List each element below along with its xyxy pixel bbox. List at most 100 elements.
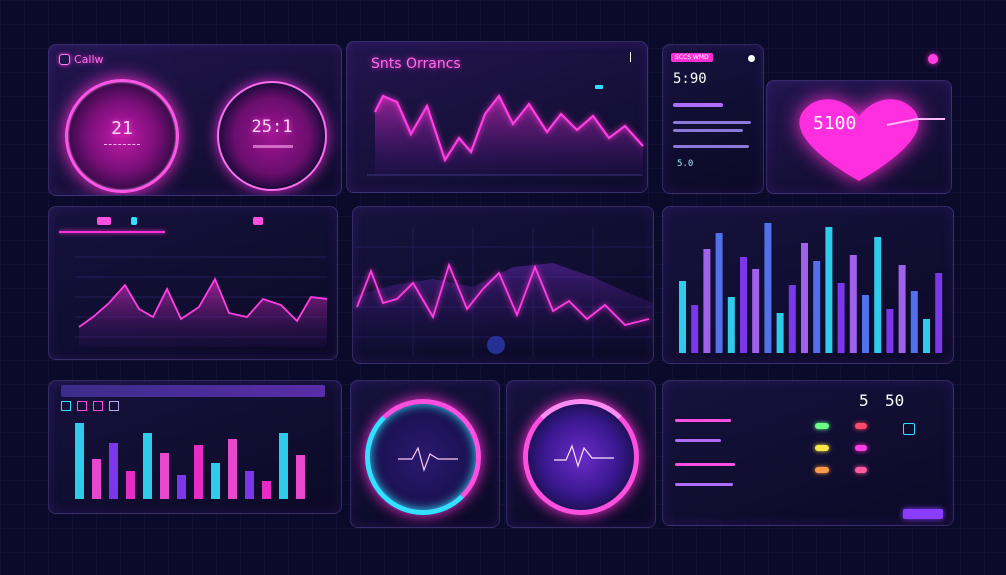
bar — [262, 481, 271, 499]
stats-big-value: 5:90 — [673, 71, 707, 87]
status-panel: 5 50 — [662, 380, 954, 526]
check-icon[interactable] — [903, 423, 915, 435]
ring-panel-1 — [350, 380, 500, 528]
logo-icon — [59, 54, 70, 65]
bar — [211, 463, 220, 499]
stats-row-1 — [673, 103, 723, 107]
gauge-left: 21 — [65, 79, 179, 193]
mid-center-line — [356, 262, 650, 326]
bar — [679, 281, 686, 353]
settings-icon[interactable] — [109, 401, 119, 411]
bottom-left-icon-row — [61, 401, 119, 411]
stats-tag: SCCS WMD — [671, 53, 713, 62]
mid-center-marker — [487, 336, 505, 354]
toggle-yellow[interactable] — [815, 445, 829, 451]
mid-left-progress — [59, 231, 165, 233]
toggle-red[interactable] — [855, 423, 867, 429]
stats-row-4 — [673, 145, 749, 148]
stats-bottom-value: 5.0 — [677, 159, 694, 169]
top-line-area — [375, 96, 643, 174]
legend-swatch — [595, 85, 603, 89]
record-icon[interactable] — [748, 55, 755, 62]
bottom-left-bar-panel — [48, 380, 342, 514]
bar — [126, 471, 135, 499]
mid-left-chart-panel — [48, 206, 338, 360]
bar — [752, 269, 760, 353]
mid-center-line-chart — [353, 227, 653, 357]
mid-center-chart-panel — [352, 206, 654, 364]
gauge-left-value: 21 — [111, 118, 133, 139]
heart-panel: 5100 — [766, 80, 952, 194]
bar — [910, 291, 918, 353]
filter-icon[interactable] — [61, 401, 71, 411]
gauge-right-caption — [253, 145, 293, 148]
mid-right-bar-chart — [679, 223, 943, 353]
ring-gauge-2-pulse — [554, 444, 614, 468]
status-row-1 — [675, 419, 731, 422]
bar — [825, 227, 833, 353]
mid-center-area — [353, 263, 653, 347]
bar — [813, 261, 821, 353]
bar — [279, 433, 288, 499]
top-chart-title: Snts Orrancs — [371, 56, 461, 72]
bar — [245, 471, 254, 499]
status-value-b: 50 — [885, 391, 905, 410]
bar — [776, 313, 784, 353]
bar — [764, 223, 772, 353]
stats-row-2 — [673, 121, 751, 124]
share-icon[interactable] — [630, 52, 637, 62]
ring-gauge-2 — [523, 399, 639, 515]
status-value-a: 5 — [859, 391, 869, 410]
bar — [849, 255, 857, 353]
gauge-right-value: 25:1 — [251, 117, 293, 137]
mid-left-area-chart — [75, 256, 328, 347]
bar — [160, 453, 169, 499]
bar — [143, 433, 152, 499]
mid-left-line — [78, 276, 328, 328]
bar — [228, 439, 237, 499]
bottom-left-bar-chart — [75, 423, 305, 499]
bar — [727, 297, 735, 353]
stats-row-3 — [673, 129, 743, 132]
bar — [75, 423, 84, 499]
heart-value: 5100 — [813, 113, 857, 134]
status-row-4 — [675, 483, 733, 486]
toolbar-chip-2 — [131, 217, 137, 225]
gauges-panel: Callw 21 25:1 — [48, 44, 342, 196]
status-row-3 — [675, 463, 735, 466]
bar — [296, 455, 305, 499]
gauge-left-ticks — [104, 144, 140, 157]
toolbar-chip-3 — [253, 217, 263, 225]
bar — [862, 295, 869, 353]
bar — [801, 243, 808, 353]
status-row-2 — [675, 439, 721, 442]
top-line-chart-panel: Snts Orrancs — [346, 41, 648, 193]
logo: Callw — [59, 53, 104, 66]
toggle-green[interactable] — [815, 423, 829, 429]
bar — [92, 459, 101, 499]
bar — [923, 319, 930, 353]
grid-icon[interactable] — [77, 401, 87, 411]
stats-list-panel: SCCS WMD 5:90 5.0 — [662, 44, 764, 194]
bar — [194, 445, 203, 499]
bar — [898, 265, 906, 353]
bar — [715, 233, 723, 353]
indicator-dot[interactable] — [928, 54, 938, 64]
toggle-magenta[interactable] — [855, 445, 867, 451]
mid-right-bar-panel — [662, 206, 954, 364]
bar — [109, 443, 118, 499]
toolbar-chip-1 — [97, 217, 111, 225]
mid-left-area — [79, 279, 327, 347]
bar — [837, 283, 845, 353]
toggle-orange[interactable] — [815, 467, 829, 473]
bar — [935, 273, 943, 353]
ring-gauge-1 — [365, 399, 481, 515]
logo-text: Callw — [74, 53, 104, 66]
toggle-pink[interactable] — [855, 467, 867, 473]
bottom-left-header — [61, 385, 325, 397]
bar — [788, 285, 796, 353]
bar — [886, 309, 894, 353]
top-line-chart — [367, 85, 644, 176]
status-footer-button[interactable] — [903, 509, 943, 519]
list-icon[interactable] — [93, 401, 103, 411]
